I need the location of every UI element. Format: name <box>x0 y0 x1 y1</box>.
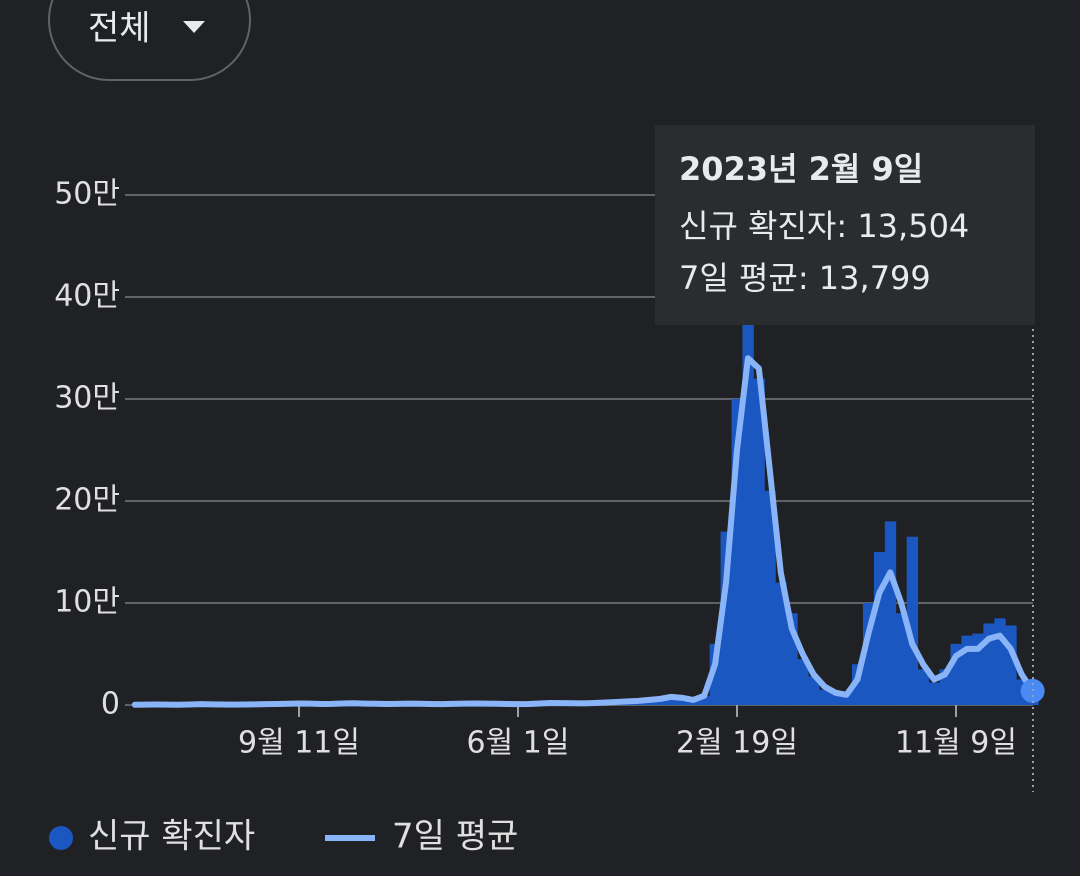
bar <box>929 683 940 705</box>
legend: 신규 확진자 7일 평균 <box>49 817 518 857</box>
y-tick-label: 50만 <box>54 177 120 212</box>
bar <box>885 521 896 705</box>
tooltip-title: 2023년 2월 9일 <box>679 150 923 188</box>
y-tick-label: 0 <box>101 687 120 722</box>
x-tick-label: 6월 1일 <box>467 726 570 761</box>
x-tick-label: 11월 9일 <box>895 726 1017 761</box>
bar <box>994 618 1005 705</box>
y-tick-label: 30만 <box>54 381 120 416</box>
y-tick-label: 40만 <box>54 279 120 314</box>
tooltip-line: 신규 확진자: 13,504 <box>679 207 969 245</box>
tooltip-line: 7일 평균: 13,799 <box>679 259 931 297</box>
dropdown-arrow[interactable] <box>183 21 205 33</box>
legend-label: 신규 확진자 <box>88 817 255 857</box>
filter-label[interactable]: 전체 <box>88 9 151 49</box>
bar <box>874 552 885 705</box>
x-tick-label: 2월 19일 <box>676 726 798 761</box>
legend-label: 7일 평균 <box>392 817 518 857</box>
x-tick-label: 9월 11일 <box>238 726 360 761</box>
legend-marker <box>49 826 73 850</box>
y-tick-label: 10만 <box>54 585 120 620</box>
y-tick-label: 20만 <box>54 483 120 518</box>
